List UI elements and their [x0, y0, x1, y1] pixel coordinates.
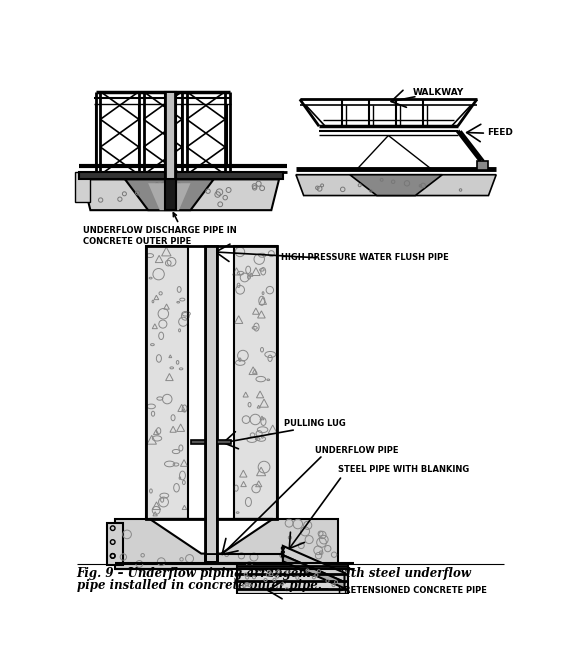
Polygon shape [125, 179, 214, 210]
Bar [217, 440, 231, 444]
Polygon shape [115, 519, 339, 569]
Bar [168, 93, 173, 179]
Bar [207, 247, 216, 560]
Bar [477, 161, 488, 170]
Text: STEEL PIPE WITH BLANKING: STEEL PIPE WITH BLANKING [339, 465, 470, 474]
Bar [207, 555, 216, 562]
Bar [237, 564, 348, 594]
Polygon shape [83, 179, 279, 210]
Bar [146, 245, 188, 519]
Text: HIGH PRESSURE WATER FLUSH PIPE: HIGH PRESSURE WATER FLUSH PIPE [280, 253, 449, 262]
Text: UNDERFLOW PIPE: UNDERFLOW PIPE [315, 446, 399, 455]
Bar [234, 245, 276, 519]
Polygon shape [150, 519, 273, 554]
Text: Fig. 9 – Underflow piping arrangement with steel underflow: Fig. 9 – Underflow piping arrangement wi… [76, 568, 471, 580]
Bar [75, 171, 91, 203]
Bar [146, 245, 276, 519]
Bar [79, 171, 283, 179]
Polygon shape [148, 183, 190, 210]
Text: pipe installed in concrete outer pipe.: pipe installed in concrete outer pipe. [76, 579, 321, 592]
Text: UNDERFLOW DISCHARGE PIPE IN
CONCRETE OUTER PIPE: UNDERFLOW DISCHARGE PIPE IN CONCRETE OUT… [83, 225, 237, 245]
Polygon shape [350, 175, 442, 195]
Bar [205, 245, 217, 562]
Bar [205, 245, 217, 562]
Bar [146, 245, 276, 519]
Polygon shape [283, 555, 344, 588]
Text: FEED: FEED [487, 128, 513, 137]
Bar [192, 440, 205, 444]
Bar [205, 554, 217, 563]
Bar [107, 523, 123, 565]
Text: PULLING LUG: PULLING LUG [284, 419, 346, 428]
Text: PRETENSIONED CONCRETE PIPE: PRETENSIONED CONCRETE PIPE [339, 586, 487, 595]
Polygon shape [296, 175, 496, 195]
Text: WALKWAY: WALKWAY [413, 88, 465, 97]
Polygon shape [283, 546, 344, 582]
Bar [165, 179, 176, 210]
Bar [165, 91, 176, 181]
